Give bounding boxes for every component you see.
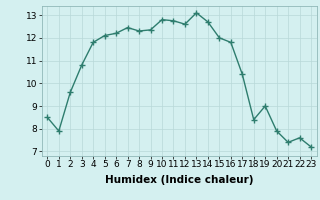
X-axis label: Humidex (Indice chaleur): Humidex (Indice chaleur) <box>105 175 253 185</box>
